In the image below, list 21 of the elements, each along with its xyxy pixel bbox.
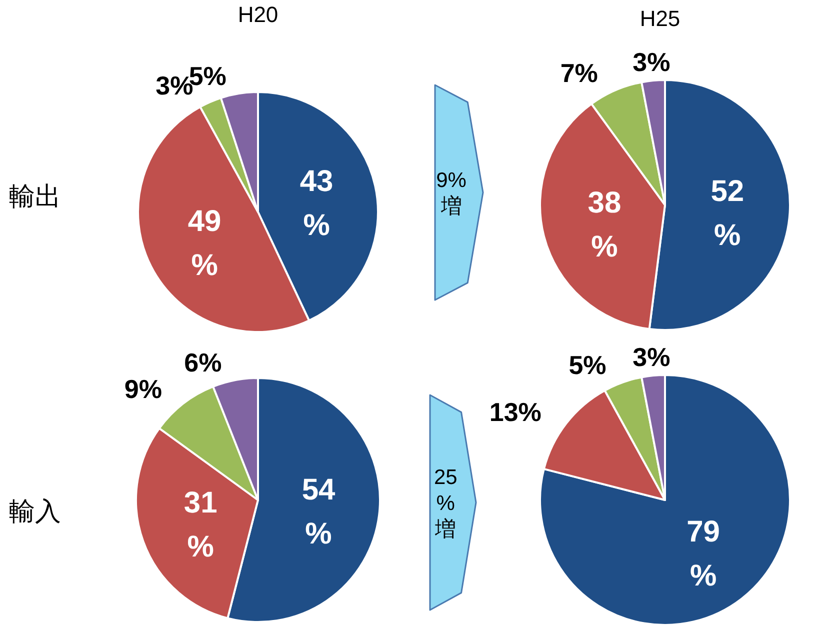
data-label: 49% (188, 205, 222, 282)
data-label: 38% (588, 186, 622, 264)
chart-title: H20 (238, 2, 278, 27)
data-label: 3% (632, 46, 670, 77)
data-label: 13% (489, 396, 542, 427)
data-label: 7% (560, 58, 598, 88)
chart-title: H25 (640, 6, 680, 31)
data-label: 5% (568, 350, 606, 380)
data-label: 6% (184, 347, 222, 378)
pie-slice (539, 374, 791, 626)
text: 9%増 (436, 168, 466, 218)
data-label: 52% (710, 174, 744, 252)
text: 輸入 (9, 496, 61, 526)
text: 25%増 (434, 466, 458, 541)
data-label: 79% (686, 515, 720, 592)
data-label: 9% (124, 374, 162, 404)
text: 輸出 (9, 181, 61, 211)
data-label: 31% (184, 486, 218, 564)
data-label: 54% (302, 474, 336, 551)
data-label: 3% (632, 342, 670, 372)
data-label: 43% (300, 164, 334, 242)
